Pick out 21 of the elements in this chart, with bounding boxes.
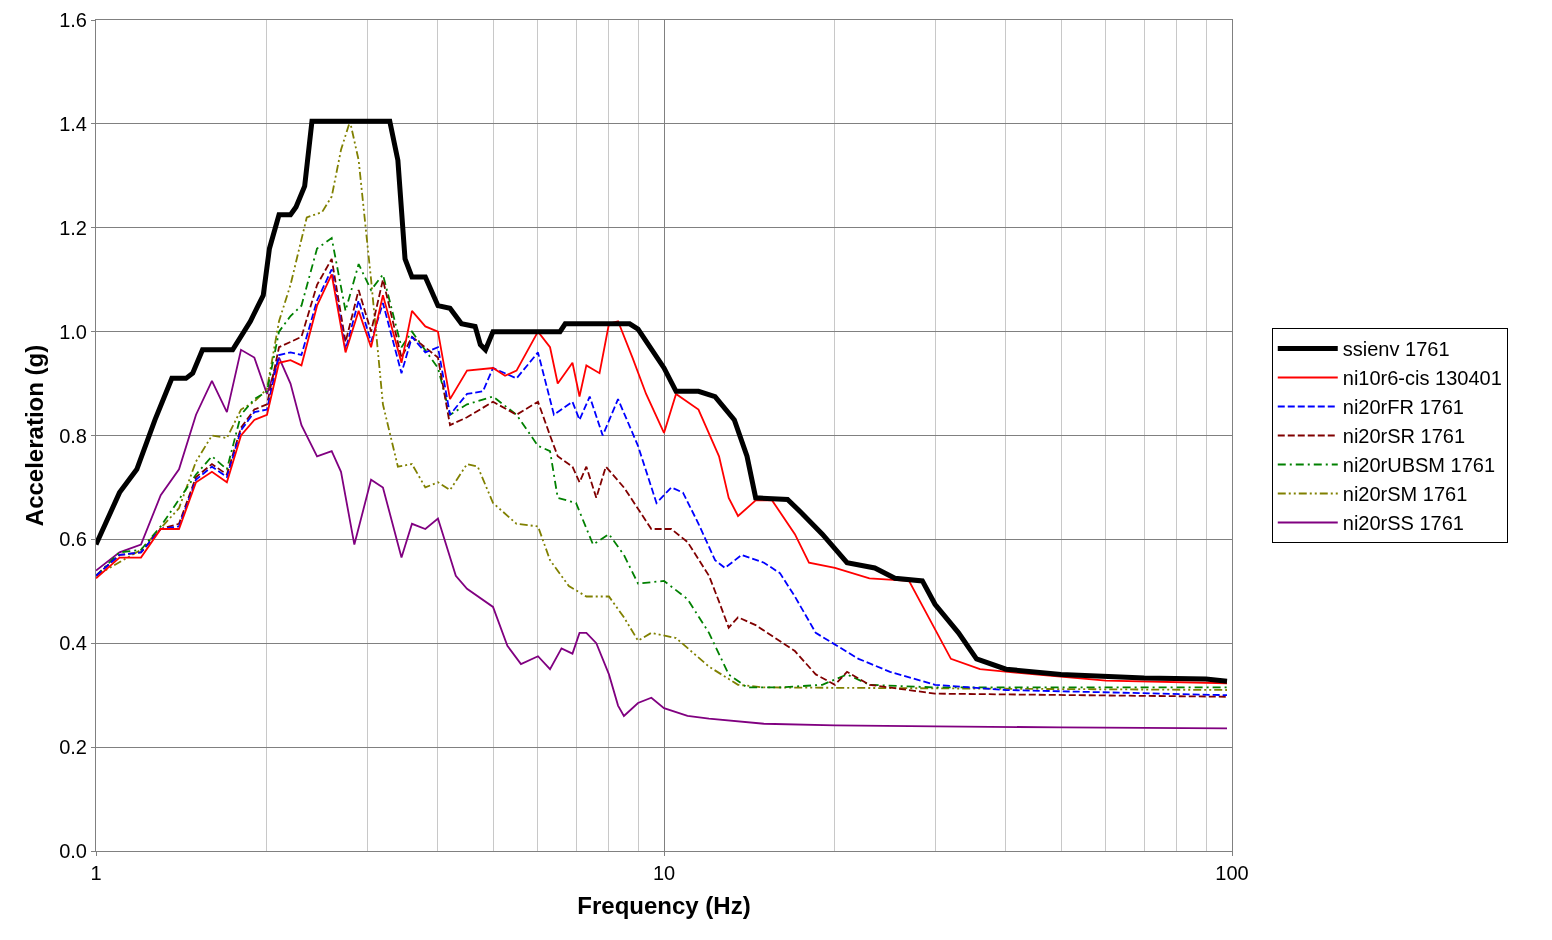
legend-label: ni20rSR 1761	[1342, 425, 1466, 448]
y-tick-label: 0.4	[59, 632, 87, 655]
y-tick-label: 1.4	[59, 112, 87, 135]
y-tick-label: 1.0	[59, 320, 87, 343]
legend-label: ni20rUBSM 1761	[1342, 454, 1496, 477]
legend-label: ni20rFR 1761	[1342, 396, 1464, 419]
x-axis-title: Frequency (Hz)	[577, 892, 751, 920]
x-tick-label: 100	[1215, 862, 1249, 884]
y-tick-label: 0.6	[59, 528, 87, 551]
x-tick-label: 1	[90, 862, 102, 884]
y-tick-label: 0.0	[59, 840, 87, 862]
y-tick-label: 1.6	[59, 9, 87, 31]
legend-label: ni10r6-cis 130401	[1342, 367, 1502, 390]
x-tick-label: 10	[652, 862, 676, 884]
y-tick-label: 0.8	[59, 424, 87, 447]
y-axis-title: Acceleration (g)	[21, 344, 49, 527]
legend-label: ni20rSM 1761	[1342, 483, 1468, 506]
legend-label: ni20rSS 1761	[1342, 512, 1464, 535]
y-tick-label: 1.2	[59, 216, 87, 239]
y-tick-label: 0.2	[59, 736, 87, 759]
legend-label: ssienv 1761	[1342, 338, 1450, 361]
